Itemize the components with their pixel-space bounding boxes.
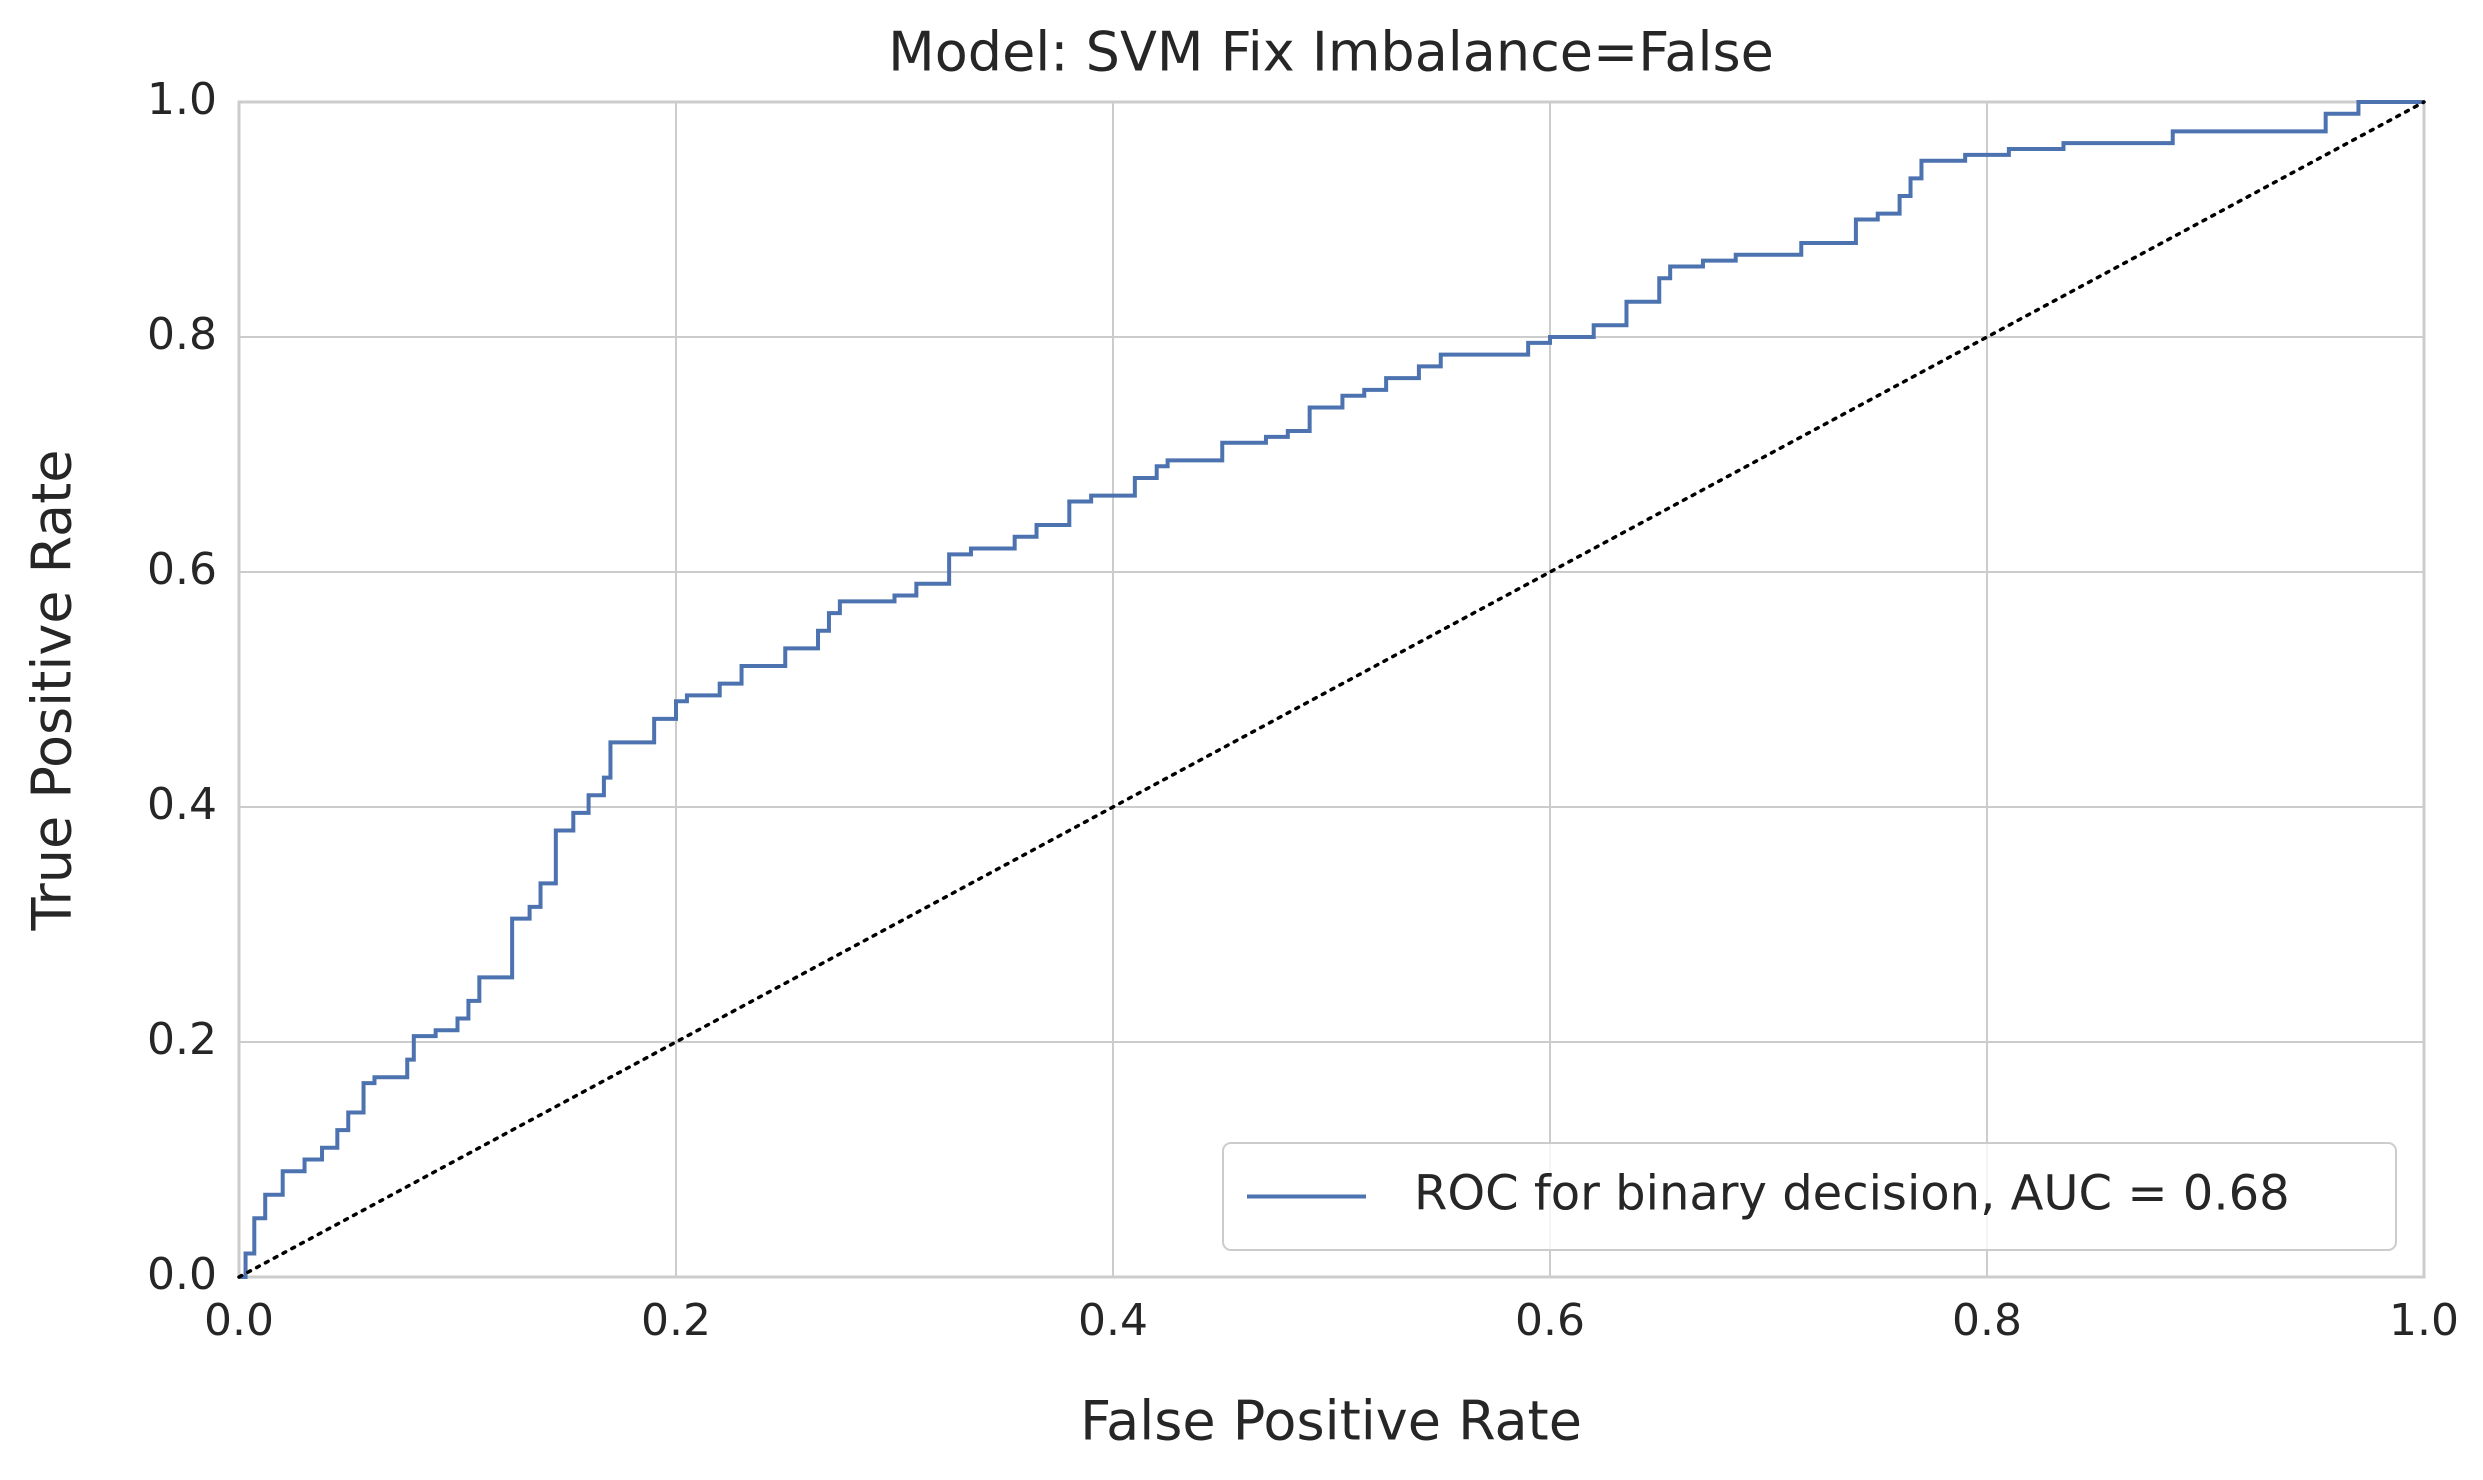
y-tick-label: 1.0 xyxy=(147,74,217,125)
x-tick-label: 0.6 xyxy=(1515,1295,1585,1346)
y-tick-label: 0.0 xyxy=(147,1249,217,1300)
x-axis-label: False Positive Rate xyxy=(1080,1390,1582,1453)
y-tick-label: 0.6 xyxy=(147,544,217,595)
x-tick-label: 0.2 xyxy=(641,1295,711,1346)
line xyxy=(237,100,2426,1279)
y-tick-label: 0.2 xyxy=(147,1014,217,1065)
x-tick-label: 1.0 xyxy=(2389,1295,2459,1346)
plot-frame xyxy=(237,100,2426,1279)
x-tick-label: 0.0 xyxy=(204,1295,274,1346)
y-axis-label: True Positive Rate xyxy=(21,449,84,931)
x-tick-label: 0.4 xyxy=(1078,1295,1148,1346)
legend-box xyxy=(1222,1142,2397,1251)
y-tick-label: 0.4 xyxy=(147,779,217,830)
line xyxy=(239,100,2424,1279)
chart-title: Model: SVM Fix Imbalance=False xyxy=(888,21,1774,84)
legend-label: ROC for binary decision, AUC = 0.68 xyxy=(1414,1166,2290,1222)
legend: ROC for binary decision, AUC = 0.68 xyxy=(1222,1142,2397,1251)
y-tick-label: 0.8 xyxy=(147,309,217,360)
x-tick-label: 0.8 xyxy=(1952,1295,2022,1346)
